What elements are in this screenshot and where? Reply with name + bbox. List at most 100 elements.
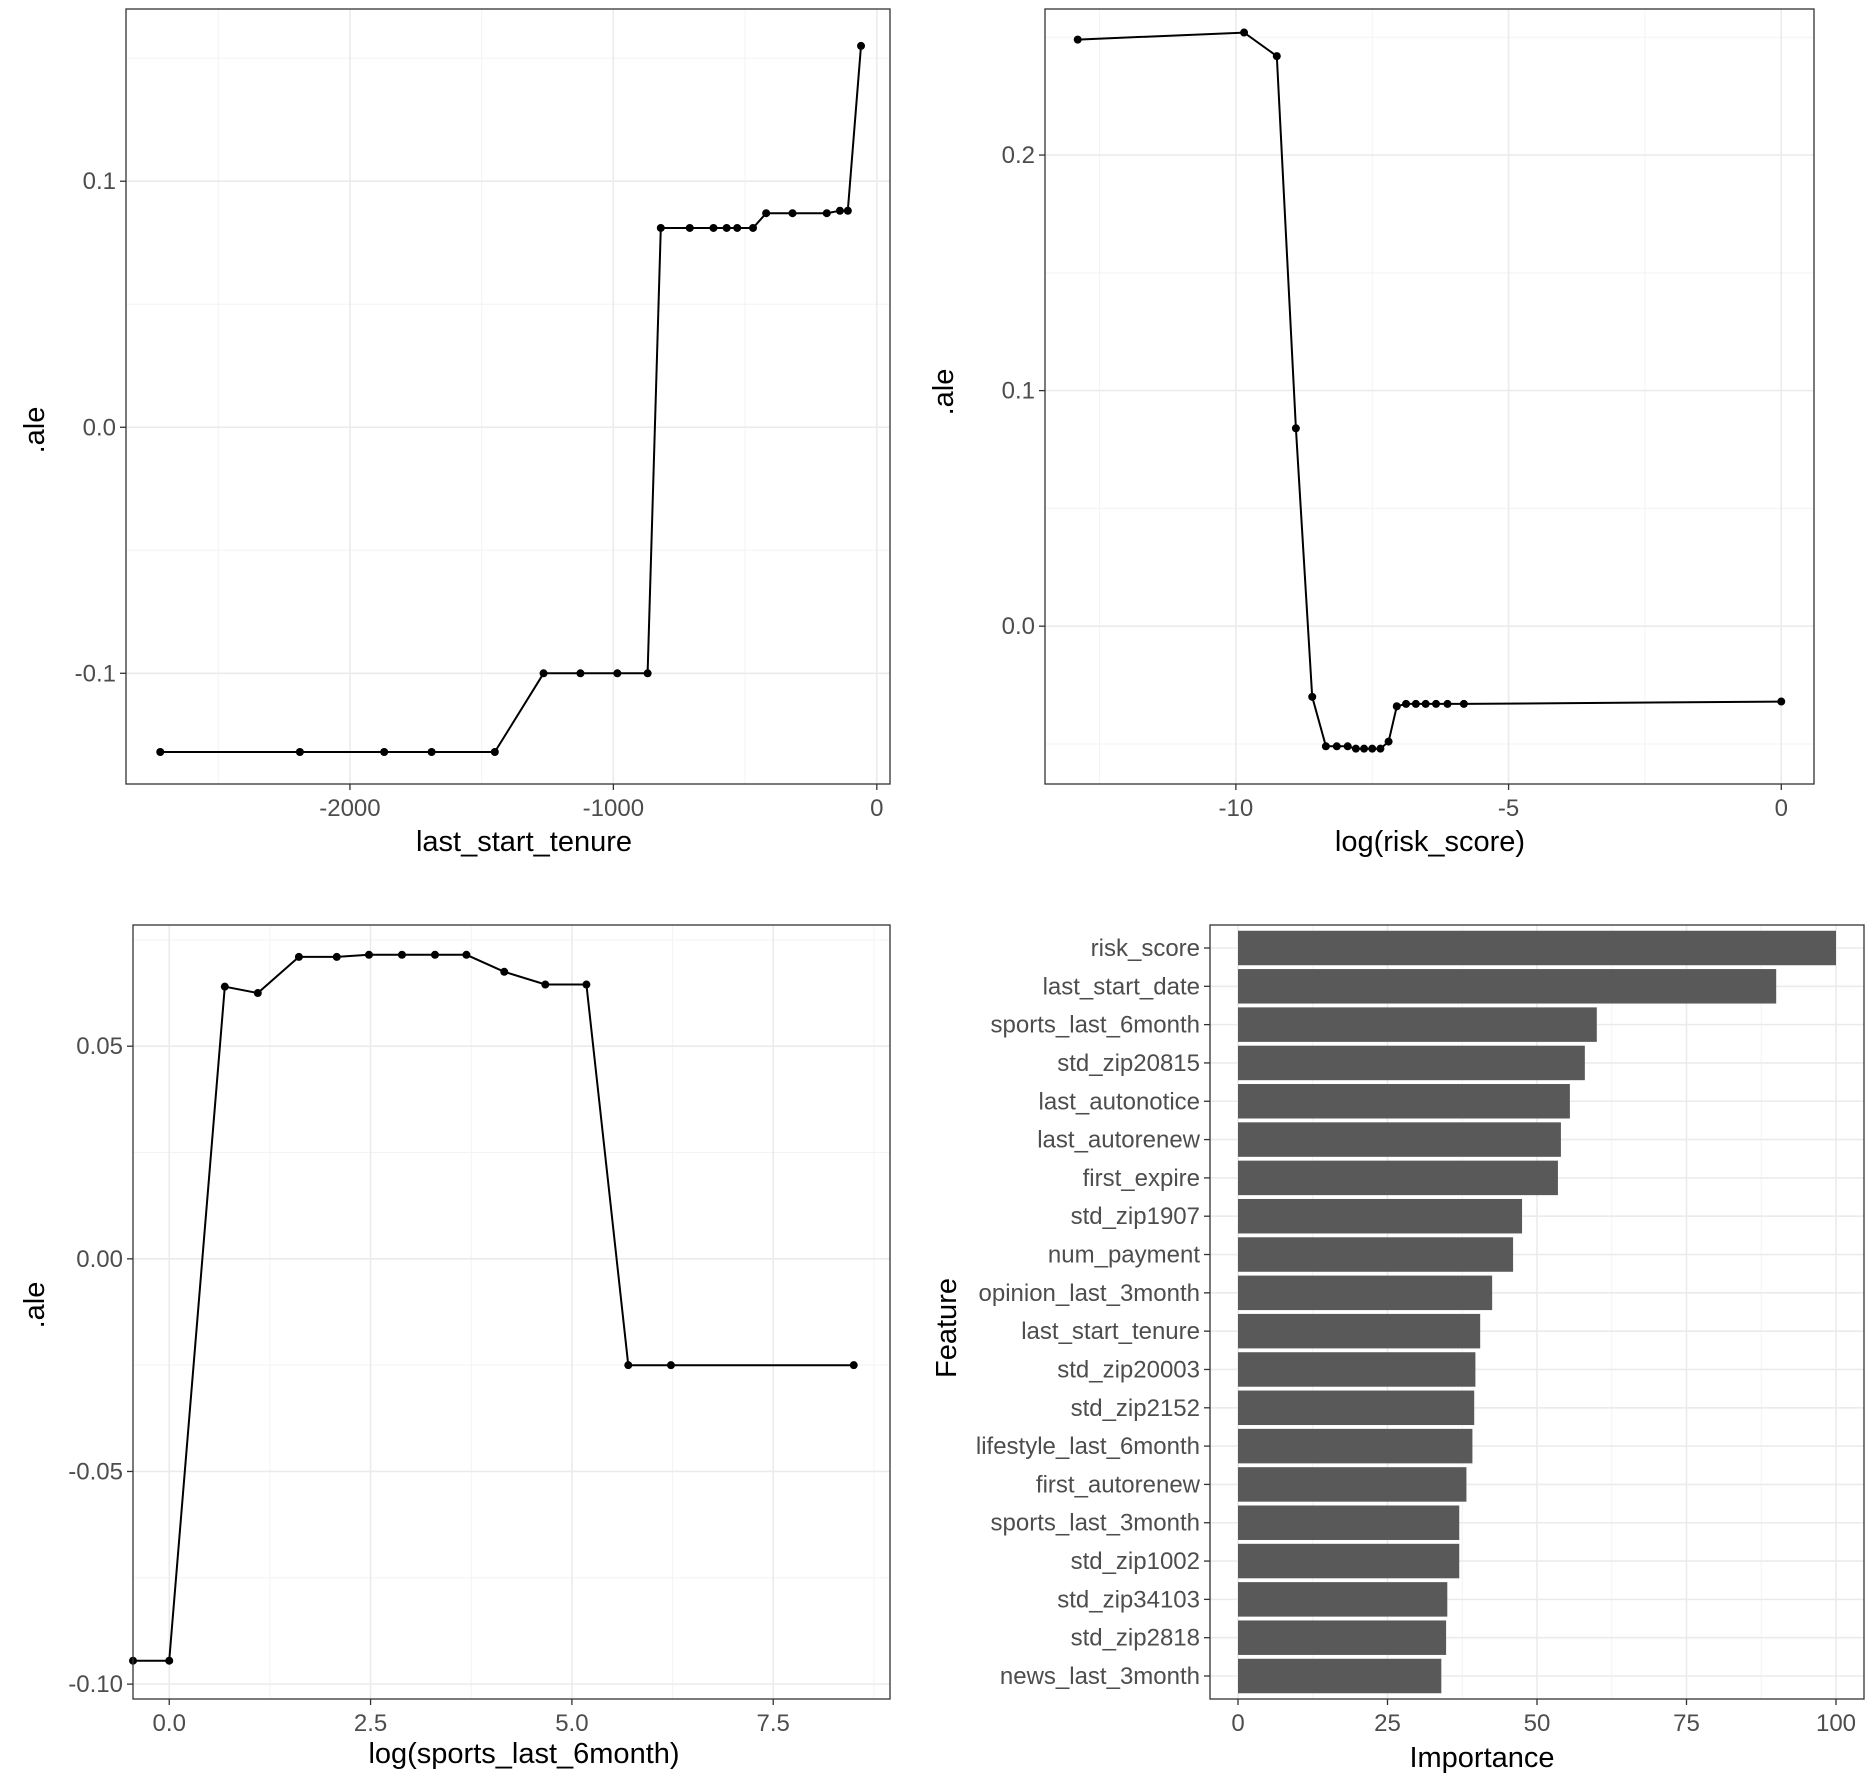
ale-data-point xyxy=(1443,699,1452,708)
feature-label: std_zip20003 xyxy=(1057,1356,1200,1383)
ale-data-point xyxy=(165,1656,174,1665)
ale-data-point xyxy=(643,669,652,678)
ale-data-point xyxy=(762,209,771,218)
ale-data-point xyxy=(843,206,852,215)
importance-bar xyxy=(1238,1505,1460,1540)
importance-bar xyxy=(1238,969,1777,1004)
importance-bar xyxy=(1238,1543,1460,1579)
feature-label: std_zip1907 xyxy=(1071,1203,1200,1230)
ale-data-point xyxy=(1308,692,1317,701)
ale-data-point xyxy=(1240,28,1249,37)
importance-bar xyxy=(1238,1467,1467,1502)
y-tick-label: 0.0 xyxy=(1002,613,1035,640)
y-tick-label: -0.05 xyxy=(68,1458,123,1485)
importance-bar xyxy=(1238,1160,1558,1196)
y-tick-label: 0.05 xyxy=(76,1033,123,1060)
feature-label: std_zip20815 xyxy=(1057,1050,1200,1077)
importance-bar xyxy=(1238,1620,1447,1655)
ale-data-point xyxy=(364,950,373,959)
x-tick-label: 100 xyxy=(1816,1710,1856,1737)
ale-data-point xyxy=(1384,737,1393,746)
y-axis-title: Feature xyxy=(931,1278,963,1378)
ale-data-point xyxy=(582,980,591,989)
ale-data-point xyxy=(541,980,550,989)
x-tick-label: 0 xyxy=(870,795,883,822)
x-axis-title: log(sports_last_6month) xyxy=(368,1738,679,1770)
y-tick-label: -0.10 xyxy=(68,1671,123,1698)
ale-data-point xyxy=(1392,702,1401,711)
importance-bar xyxy=(1238,1582,1448,1617)
ale-data-point xyxy=(490,748,499,757)
ale-data-point xyxy=(294,952,303,961)
x-tick-label: 5.0 xyxy=(555,1710,588,1737)
x-tick-label: 75 xyxy=(1673,1710,1700,1737)
feature-label: last_start_date xyxy=(1043,973,1200,1000)
ale-data-point xyxy=(1321,742,1330,751)
ale-data-point xyxy=(857,41,866,50)
x-tick-label: -2000 xyxy=(319,795,380,822)
ale-data-point xyxy=(397,950,406,959)
importance-bar xyxy=(1238,1390,1475,1426)
x-tick-label: 0 xyxy=(1231,1710,1244,1737)
x-tick-label: 0.0 xyxy=(153,1710,186,1737)
feature-label: sports_last_3month xyxy=(991,1510,1200,1537)
ale-data-point xyxy=(788,209,797,218)
ale-data-point xyxy=(1459,699,1468,708)
feature-label: std_zip1002 xyxy=(1071,1548,1200,1575)
ale-data-point xyxy=(624,1361,633,1370)
ale-plot-log-sports-last-6month: log(sports_last_6month) .ale 0.0 2.5 5.0 7.… xyxy=(19,924,891,1770)
ale-data-point xyxy=(539,669,548,678)
feature-label: first_autorenew xyxy=(1036,1471,1201,1498)
y-axis-title: .ale xyxy=(928,369,960,416)
ale-data-point xyxy=(1368,744,1377,753)
feature-label: last_autonotice xyxy=(1039,1088,1200,1115)
x-tick-label: -5 xyxy=(1498,795,1519,822)
ale-data-point xyxy=(576,669,585,678)
ale-data-point xyxy=(685,223,694,232)
panel-border xyxy=(132,924,891,1700)
x-tick-label: 0 xyxy=(1775,795,1788,822)
feature-label: std_zip2818 xyxy=(1071,1625,1200,1652)
ale-data-point xyxy=(722,223,731,232)
feature-label: news_last_3month xyxy=(1000,1663,1200,1690)
feature-label: sports_last_6month xyxy=(991,1012,1200,1039)
importance-bar xyxy=(1238,1658,1442,1694)
feature-label: num_payment xyxy=(1048,1242,1200,1269)
ale-data-point xyxy=(709,223,718,232)
x-tick-label: 7.5 xyxy=(757,1710,790,1737)
ale-data-point xyxy=(1777,697,1786,706)
ale-data-point xyxy=(1360,744,1369,753)
y-tick-label: -0.1 xyxy=(75,660,116,687)
ale-data-point xyxy=(835,206,844,215)
ale-data-point xyxy=(656,223,665,232)
ale-data-point xyxy=(1411,699,1420,708)
ale-data-point xyxy=(1432,699,1441,708)
ale-data-point xyxy=(1376,744,1385,753)
ale-data-point xyxy=(380,748,389,757)
feature-importance-bar-chart: Importance Feature risk_score last_start_… xyxy=(931,924,1865,1774)
ale-plot-last-start-tenure: last_start_tenure .ale -2000 -1000 0 -0.1 0.… xyxy=(19,8,891,858)
feature-label: last_autorenew xyxy=(1037,1127,1200,1154)
importance-bar xyxy=(1238,1007,1597,1042)
ale-data-point xyxy=(500,967,509,976)
ale-plot-log-risk-score: log(risk_score) .ale -10 -5 0 0.0 0.1 0.2 xyxy=(928,8,1815,858)
x-axis-title: last_start_tenure xyxy=(416,826,632,858)
ale-data-point xyxy=(1343,742,1352,751)
ale-series-line xyxy=(133,953,854,1662)
y-axis-title: .ale xyxy=(19,407,51,454)
ale-data-point xyxy=(1332,742,1341,751)
ale-data-point xyxy=(749,223,758,232)
importance-bar xyxy=(1238,1352,1476,1387)
ale-data-point xyxy=(1421,699,1430,708)
importance-bar xyxy=(1238,1428,1473,1464)
gridlines xyxy=(1045,9,1814,784)
y-tick-label: 0.1 xyxy=(1002,378,1035,405)
ale-data-point xyxy=(430,950,439,959)
importance-bar xyxy=(1238,1237,1514,1272)
y-tick-label: 0.0 xyxy=(83,414,116,441)
x-axis-title: Importance xyxy=(1409,1742,1554,1774)
x-tick-label: 25 xyxy=(1374,1710,1401,1737)
panel-border xyxy=(125,8,891,785)
feature-label: std_zip34103 xyxy=(1057,1586,1200,1613)
